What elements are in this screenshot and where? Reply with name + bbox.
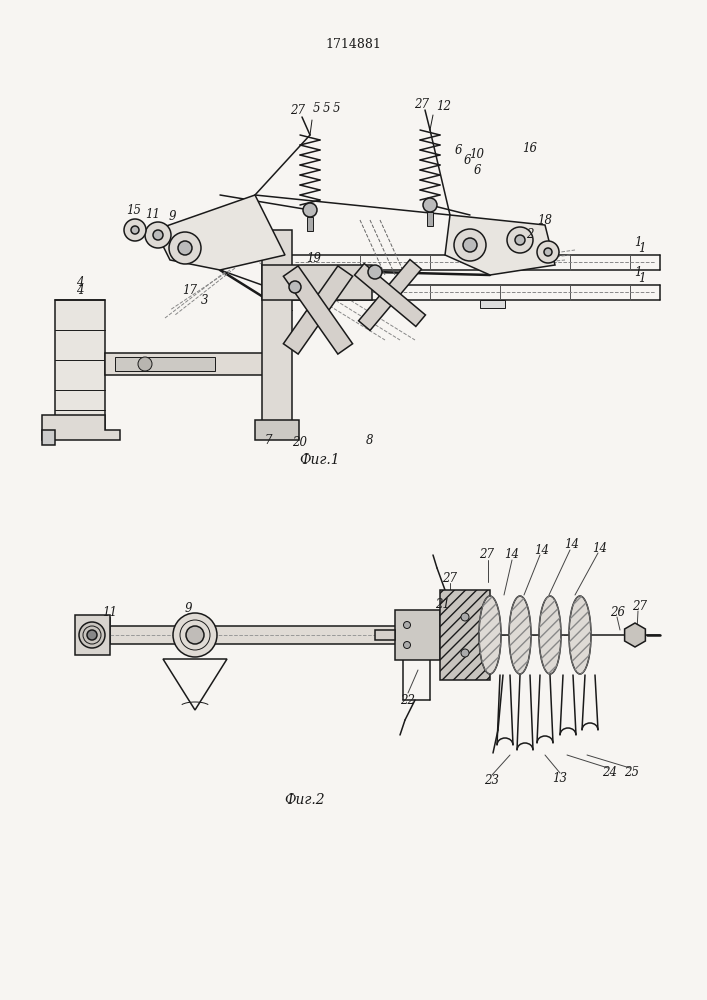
Circle shape xyxy=(79,622,105,648)
Polygon shape xyxy=(284,266,353,354)
Polygon shape xyxy=(155,195,285,270)
Circle shape xyxy=(289,281,301,293)
Circle shape xyxy=(169,232,201,264)
Text: 25: 25 xyxy=(624,766,640,780)
Bar xyxy=(480,300,505,308)
Circle shape xyxy=(454,229,486,261)
Text: 6: 6 xyxy=(455,143,462,156)
Text: 23: 23 xyxy=(484,774,500,786)
Text: 1: 1 xyxy=(638,271,645,284)
Polygon shape xyxy=(358,260,421,330)
Text: 22: 22 xyxy=(400,694,416,706)
Text: Фиг.1: Фиг.1 xyxy=(300,453,340,467)
Text: 17: 17 xyxy=(182,284,197,296)
Circle shape xyxy=(404,642,411,648)
Bar xyxy=(262,230,292,430)
Text: 8: 8 xyxy=(366,434,374,446)
Text: Фиг.2: Фиг.2 xyxy=(285,793,325,807)
Polygon shape xyxy=(445,215,555,275)
Text: 7: 7 xyxy=(264,434,271,446)
Polygon shape xyxy=(354,264,426,326)
Circle shape xyxy=(178,241,192,255)
Bar xyxy=(75,615,110,655)
Polygon shape xyxy=(42,415,120,440)
Text: 27: 27 xyxy=(479,548,494,560)
Text: 3: 3 xyxy=(201,294,209,306)
Text: 11: 11 xyxy=(103,605,117,618)
Circle shape xyxy=(153,230,163,240)
Text: 24: 24 xyxy=(602,766,617,780)
Bar xyxy=(440,590,490,680)
Text: 27: 27 xyxy=(414,99,429,111)
Circle shape xyxy=(544,248,552,256)
Text: 12: 12 xyxy=(436,101,452,113)
Text: 19: 19 xyxy=(307,251,322,264)
Bar xyxy=(375,630,395,640)
Text: 9: 9 xyxy=(168,210,176,223)
Bar xyxy=(115,357,215,371)
Circle shape xyxy=(173,613,217,657)
Text: 20: 20 xyxy=(293,436,308,448)
Text: 5: 5 xyxy=(332,102,340,114)
Text: 14: 14 xyxy=(505,548,520,562)
Text: 14: 14 xyxy=(564,538,580,552)
Text: 14: 14 xyxy=(534,544,549,556)
Circle shape xyxy=(138,357,152,371)
Text: 18: 18 xyxy=(537,214,552,227)
Text: 4: 4 xyxy=(76,276,83,290)
Bar xyxy=(55,300,105,430)
Ellipse shape xyxy=(569,596,591,674)
Circle shape xyxy=(463,238,477,252)
Text: 13: 13 xyxy=(552,772,568,784)
Text: 14: 14 xyxy=(592,542,607,554)
Ellipse shape xyxy=(479,596,501,674)
Text: 21: 21 xyxy=(436,597,450,610)
Text: 5: 5 xyxy=(312,102,320,114)
Text: 4: 4 xyxy=(76,284,83,296)
Polygon shape xyxy=(624,623,645,647)
Circle shape xyxy=(303,203,317,217)
Text: 2: 2 xyxy=(526,229,534,241)
Text: 1: 1 xyxy=(634,265,642,278)
Circle shape xyxy=(131,226,139,234)
Text: 26: 26 xyxy=(611,605,626,618)
Circle shape xyxy=(423,198,437,212)
Text: 16: 16 xyxy=(522,141,537,154)
Bar xyxy=(255,420,299,440)
Bar xyxy=(262,265,372,300)
Circle shape xyxy=(461,613,469,621)
Circle shape xyxy=(368,265,382,279)
Text: 6: 6 xyxy=(463,153,471,166)
Text: 27: 27 xyxy=(443,572,457,584)
Ellipse shape xyxy=(539,596,561,674)
Circle shape xyxy=(124,219,146,241)
Circle shape xyxy=(186,626,204,644)
Text: 9: 9 xyxy=(185,602,192,615)
Bar xyxy=(427,212,433,226)
Text: 1: 1 xyxy=(638,241,645,254)
Text: 1714881: 1714881 xyxy=(325,38,381,51)
Circle shape xyxy=(404,621,411,629)
Circle shape xyxy=(461,649,469,657)
Text: 27: 27 xyxy=(291,104,305,116)
Text: 1: 1 xyxy=(634,235,642,248)
Polygon shape xyxy=(284,266,353,354)
Bar xyxy=(307,217,313,231)
Text: 11: 11 xyxy=(146,209,160,222)
Bar xyxy=(395,610,440,660)
Circle shape xyxy=(515,235,525,245)
Circle shape xyxy=(87,630,97,640)
Polygon shape xyxy=(42,430,55,445)
Bar xyxy=(110,626,440,644)
Text: 5: 5 xyxy=(322,102,329,114)
Text: 27: 27 xyxy=(633,599,648,612)
Text: 15: 15 xyxy=(127,204,141,217)
Ellipse shape xyxy=(509,596,531,674)
Circle shape xyxy=(537,241,559,263)
Circle shape xyxy=(507,227,533,253)
Text: 6: 6 xyxy=(473,163,481,176)
Bar xyxy=(105,353,275,375)
Circle shape xyxy=(145,222,171,248)
Text: 10: 10 xyxy=(469,148,484,161)
